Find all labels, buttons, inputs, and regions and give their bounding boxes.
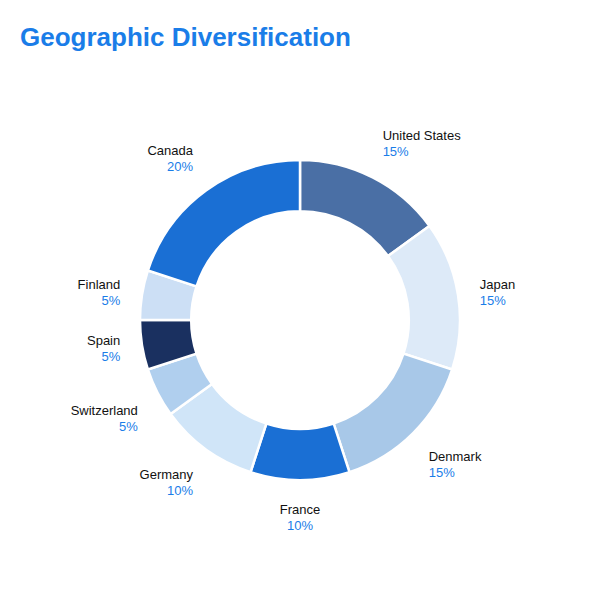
slice-value: 5% [101,293,120,308]
slice-value: 5% [119,419,138,434]
slice-name: Denmark [429,449,482,464]
slice-name: Canada [147,143,193,158]
slice-name: Germany [140,467,194,482]
data-labels: United States15%Japan15%Denmark15%France… [71,128,516,533]
slice-name: Spain [87,333,120,348]
slices [140,160,460,480]
slice-name: Switzerland [71,403,138,418]
slice-value: 20% [167,159,193,174]
slice-value: 10% [167,483,193,498]
donut-slice [251,423,350,480]
donut-slice [140,320,197,369]
chart-svg: Geographic DiversificationUnited States1… [0,0,600,600]
slice-value: 15% [383,144,409,159]
slice-name: Japan [480,277,515,292]
donut-slice [388,226,460,369]
slice-name: United States [383,128,462,143]
slice-value: 15% [480,293,506,308]
donut-slice [148,160,300,286]
slice-value: 15% [429,465,455,480]
slice-name: Finland [78,277,121,292]
chart-container: Geographic DiversificationUnited States1… [0,0,600,600]
slice-value: 5% [101,349,120,364]
slice-value: 10% [287,518,313,533]
chart-title: Geographic Diversification [20,22,351,52]
slice-name: France [280,502,320,517]
